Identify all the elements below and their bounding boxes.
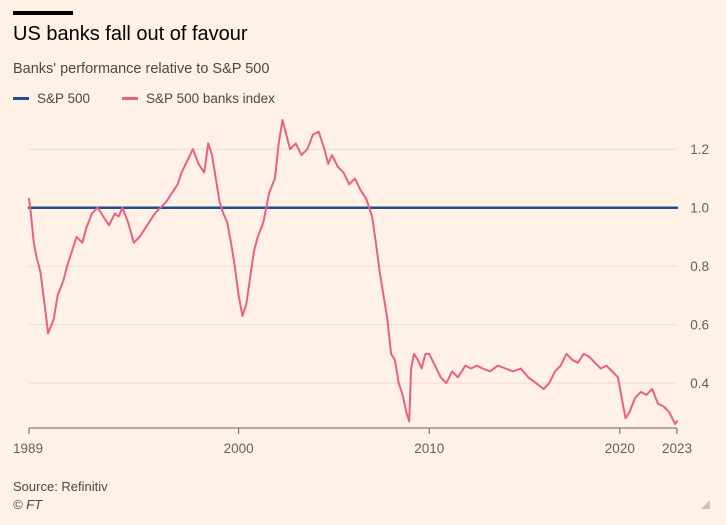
- x-tick-label: 1989: [13, 441, 43, 456]
- legend-label-sp500: S&P 500: [37, 91, 91, 106]
- x-tick-label: 2010: [414, 441, 444, 456]
- legend-item-sp500: S&P 500: [13, 91, 90, 106]
- credit-note: © FT: [13, 497, 43, 512]
- x-tick-label: 2023: [662, 441, 692, 456]
- y-tick-label: 0.6: [690, 318, 709, 333]
- x-tick-label: 2000: [224, 441, 254, 456]
- source-note: Source: Refinitiv: [13, 479, 108, 494]
- x-tick-label: 2020: [605, 441, 635, 456]
- y-tick-label: 0.4: [690, 376, 709, 391]
- brand-bar: [13, 11, 73, 15]
- y-tick-label: 0.8: [690, 259, 709, 274]
- legend-label-banks: S&P 500 banks index: [146, 91, 275, 106]
- chart-subtitle: Banks' performance relative to S&P 500: [13, 61, 270, 77]
- chart-title: US banks fall out of favour: [13, 23, 248, 45]
- series-line-banks: [28, 119, 678, 426]
- legend-item-banks: S&P 500 banks index: [122, 91, 275, 106]
- legend-swatch-banks: [122, 97, 139, 100]
- resize-handle-icon: [701, 500, 710, 509]
- legend: S&P 500 S&P 500 banks index: [13, 91, 307, 106]
- y-tick-label: 1.0: [690, 201, 709, 216]
- legend-swatch-sp500: [13, 97, 29, 100]
- y-tick-label: 1.2: [690, 142, 709, 157]
